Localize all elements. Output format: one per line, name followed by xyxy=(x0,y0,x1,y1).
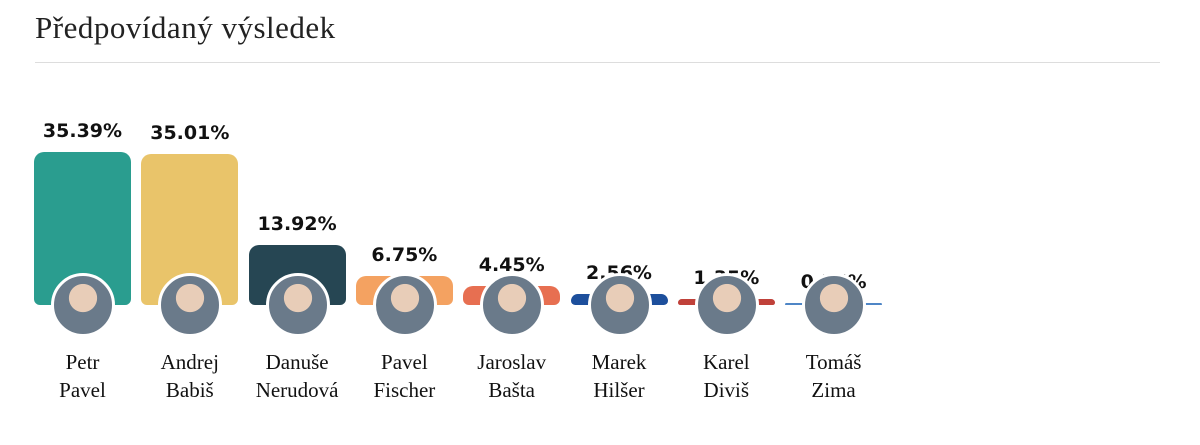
candidate-name: Pavel Fischer xyxy=(373,350,436,402)
candidate-column: 0.55%Tomáš Zima xyxy=(785,0,883,445)
candidate-column: 4.45% Jaroslav Bašta xyxy=(463,0,561,445)
candidate-column: 6.75% Pavel Fischer xyxy=(355,0,453,445)
value-label: 35.01% xyxy=(150,121,230,144)
candidate-photo xyxy=(587,273,652,337)
candidate-photo xyxy=(802,273,867,337)
candidate-name: Karel Diviš xyxy=(702,350,750,402)
candidate-name: Tomáš Zima xyxy=(805,350,862,402)
value-label: 4.45% xyxy=(478,253,545,276)
candidate-photo xyxy=(480,273,545,337)
candidate-name: Petr Pavel xyxy=(59,350,106,402)
candidate-name: Jaroslav Bašta xyxy=(477,350,547,402)
candidate-column: 13.92% Danuše Nerudová xyxy=(248,0,346,445)
value-label: 35.39% xyxy=(42,120,123,142)
candidate-photo xyxy=(694,273,759,337)
candidate-column: 35.01% Andrej Babiš xyxy=(141,0,239,445)
value-label: 13.92% xyxy=(257,212,337,235)
candidate-name: Danuše Nerudová xyxy=(255,350,339,402)
title: Předpovídaný výsledek xyxy=(35,10,336,45)
candidate-name: Marek Hilšer xyxy=(591,350,647,402)
candidate-column: 1.35%Karel Diviš xyxy=(677,0,775,445)
candidate-column: 35.39% Petr Pavel xyxy=(34,0,131,445)
candidate-name: Andrej Babiš xyxy=(160,350,219,402)
candidate-photo xyxy=(265,273,330,337)
candidate-photo xyxy=(158,273,223,337)
candidate-photo xyxy=(372,273,437,337)
divider xyxy=(35,62,1160,63)
value-label: 6.75% xyxy=(371,243,438,266)
candidate-column: 2.56%Marek Hilšer xyxy=(570,0,668,445)
candidate-photo xyxy=(51,273,115,337)
